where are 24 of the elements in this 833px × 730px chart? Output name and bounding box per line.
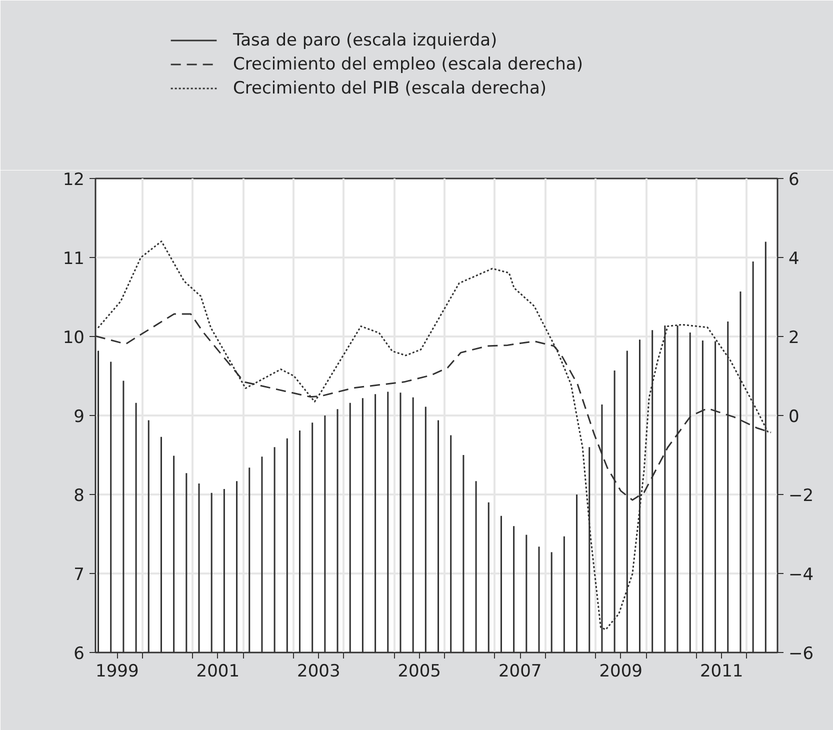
y-tick-label: 7 [74, 565, 85, 585]
y2-tick-label: 4 [788, 249, 800, 269]
y-tick-label: 6 [74, 644, 85, 664]
legend-label: Tasa de paro (escala izquierda) [232, 30, 498, 50]
y2-tick-label: −2 [788, 486, 814, 506]
x-tick-label: 2007 [498, 662, 542, 682]
y-tick-label: 12 [62, 170, 85, 190]
x-tick-label: 2011 [700, 662, 744, 682]
y-tick-label: 9 [74, 407, 85, 427]
y-tick-label: 11 [62, 249, 85, 269]
y2-tick-label: 0 [788, 407, 800, 427]
y2-tick-label: 2 [788, 328, 800, 348]
x-tick-label: 2009 [599, 662, 642, 682]
legend-label: Crecimiento del empleo (escala derecha) [233, 54, 583, 74]
x-tick-label: 2003 [297, 662, 340, 682]
x-tick-label: 2001 [196, 662, 240, 682]
legend-label: Crecimiento del PIB (escala derecha) [233, 78, 547, 98]
y2-tick-label: −4 [788, 565, 814, 585]
y2-tick-label: 6 [788, 170, 800, 190]
y2-tick-label: −6 [788, 644, 814, 664]
y-tick-label: 10 [62, 328, 85, 348]
y-tick-label: 8 [74, 486, 85, 506]
x-tick-label: 2005 [398, 662, 442, 682]
x-tick-label: 1999 [96, 662, 139, 682]
